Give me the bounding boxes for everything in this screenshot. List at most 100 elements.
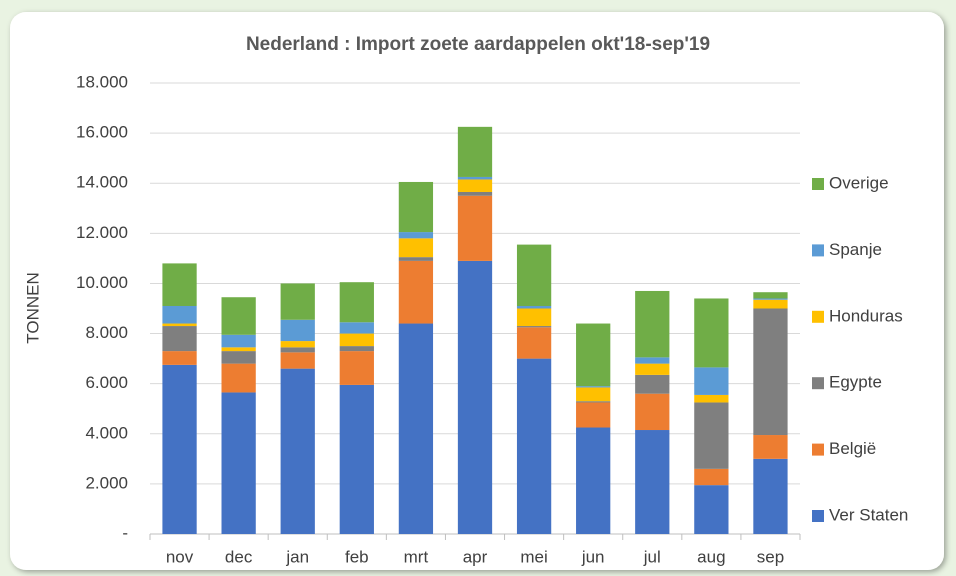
legend-label: Spanje — [829, 240, 882, 259]
bar-segment — [398, 260, 434, 324]
bar-segment — [398, 238, 434, 258]
bar-segment — [457, 126, 493, 177]
bar-segment — [694, 298, 729, 368]
bar-segment — [516, 305, 552, 309]
bar-segment — [457, 260, 493, 534]
bar-segment — [516, 327, 552, 359]
bar-segment — [694, 485, 729, 534]
y-tick-label: 10.000 — [76, 273, 128, 292]
x-tick-label: mei — [520, 547, 547, 566]
bar-segment — [753, 298, 788, 300]
bar-segment — [635, 363, 670, 375]
bar-segment — [576, 402, 611, 428]
legend-label: Egypte — [829, 373, 882, 392]
bar-segment — [635, 357, 670, 364]
legend-label: Overige — [829, 173, 889, 192]
legend-label: België — [829, 439, 876, 458]
x-tick-label: nov — [166, 547, 194, 566]
bar-segment — [635, 374, 670, 394]
bar-segment — [280, 347, 315, 353]
x-tick-label: aug — [697, 547, 725, 566]
bar-segment — [280, 352, 315, 369]
bar-segment — [221, 363, 256, 393]
y-tick-label: 2.000 — [85, 473, 128, 492]
x-tick-label: sep — [757, 547, 784, 566]
y-tick-label: - — [122, 523, 128, 542]
bar-segment — [576, 386, 611, 388]
bar-segment — [516, 244, 552, 306]
x-tick-label: jun — [581, 547, 605, 566]
bar-segment — [694, 394, 729, 403]
bar-segment — [162, 326, 197, 352]
legend-swatch — [812, 510, 824, 522]
bar-segment — [516, 326, 552, 328]
y-tick-label: 12.000 — [76, 223, 128, 242]
x-tick-label: jul — [643, 547, 661, 566]
y-axis-label: TONNEN — [23, 272, 42, 343]
bar-segment — [162, 323, 197, 327]
legend-label: Ver Staten — [829, 505, 908, 524]
bar-segment — [339, 322, 374, 334]
bar-segment — [694, 367, 729, 395]
legend-swatch — [812, 178, 824, 190]
bar-segment — [162, 305, 197, 324]
bar-segment — [162, 364, 197, 534]
legend-swatch — [812, 377, 824, 390]
bar-segment — [635, 430, 670, 534]
bar-segment — [280, 319, 315, 342]
bar-segment — [576, 427, 611, 534]
bar-segment — [221, 297, 256, 335]
bar-segment — [339, 282, 374, 323]
x-tick-label: mrt — [404, 547, 429, 566]
bar-segment — [635, 393, 670, 431]
bar-segment — [753, 458, 788, 534]
bar-segment — [516, 308, 552, 327]
legend-swatch — [812, 310, 824, 323]
legend-swatch — [812, 443, 824, 456]
bar-segment — [221, 334, 256, 348]
bar-segment — [398, 181, 434, 233]
bar-segment — [457, 179, 493, 192]
bar-segment — [576, 323, 611, 387]
y-tick-label: 6.000 — [85, 373, 128, 392]
legend-swatch — [812, 244, 824, 257]
bar-segment — [694, 468, 729, 486]
y-tick-label: 8.000 — [85, 323, 128, 342]
bar-segment — [162, 351, 197, 365]
bar-segment — [753, 292, 788, 299]
y-tick-label: 14.000 — [76, 173, 128, 192]
y-tick-label: 18.000 — [76, 72, 128, 91]
bar-segment — [398, 232, 434, 239]
bar-segment — [339, 351, 374, 385]
bar-segment — [162, 263, 197, 306]
bar-segment — [753, 299, 788, 309]
x-tick-label: apr — [463, 547, 488, 566]
bar-segment — [280, 368, 315, 534]
bar-segment — [576, 387, 611, 402]
bar-segment — [635, 290, 670, 358]
bar-segment — [753, 435, 788, 459]
bar-segment — [339, 333, 374, 347]
chart-title: Nederland : Import zoete aardappelen okt… — [246, 34, 710, 55]
bar-segment — [280, 283, 315, 320]
bar-segment — [398, 323, 434, 534]
bar-segment — [694, 402, 729, 469]
bar-segment — [339, 384, 374, 534]
y-tick-label: 16.000 — [76, 123, 128, 142]
bar-segment — [280, 341, 315, 348]
bar-segment — [576, 401, 611, 403]
bar-segment — [516, 358, 552, 534]
bar-segment — [457, 176, 493, 180]
bar-segment — [398, 257, 434, 261]
bar-segment — [339, 346, 374, 352]
bar-segment — [457, 195, 493, 261]
bar-segment — [457, 191, 493, 196]
bar-segment — [221, 351, 256, 364]
y-tick-label: 4.000 — [85, 423, 128, 442]
x-tick-label: jan — [285, 547, 309, 566]
bar-segment — [753, 308, 788, 436]
bar-segment — [221, 347, 256, 352]
legend-label: Honduras — [829, 306, 903, 325]
